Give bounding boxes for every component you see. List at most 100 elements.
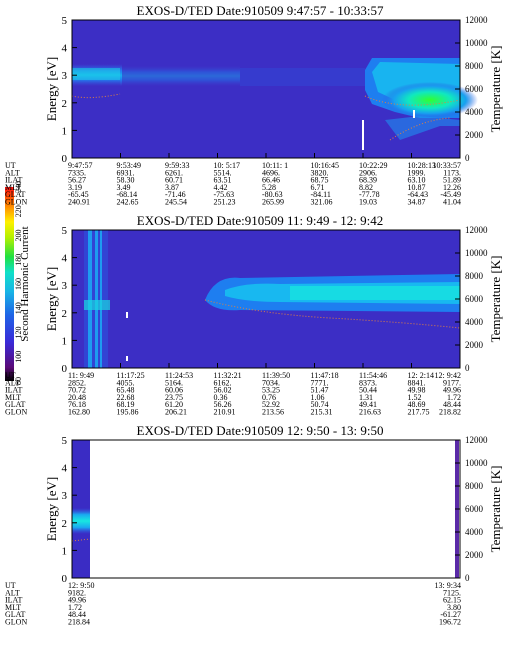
panel-2-row-value: 0.36 xyxy=(214,393,228,402)
panel-3-y2label: Temperature [K] xyxy=(488,466,503,553)
panel-2-row-value: 218.82 xyxy=(439,408,461,417)
panel-1-row-value: 10:33:57 xyxy=(433,161,461,170)
panel-1-row-value: 5.28 xyxy=(262,183,276,192)
panel-2-row-value: 0.76 xyxy=(262,393,276,402)
panel-1-row-value: 3.87 xyxy=(165,183,179,192)
panel-3-row-value: 48.44 xyxy=(68,610,86,619)
panel-2-row-value: 11:54:46 xyxy=(359,371,387,380)
panel-3-row-value: -61.27 xyxy=(440,610,461,619)
panel-2-row-value: 61.20 xyxy=(165,400,183,409)
panel-2-row-value: 4055. xyxy=(117,378,135,387)
panel-3-y2tick-label: 2000 xyxy=(465,550,484,560)
panel-1-row-value: 41.04 xyxy=(443,198,461,207)
panel-1-row-value: 9:53:49 xyxy=(117,161,141,170)
panel-1-row-value: -77.78 xyxy=(359,190,380,199)
panel-2-row-value: 5164. xyxy=(165,378,183,387)
panel-1-row-label: GLAT xyxy=(5,190,26,199)
panel-2-y2tick-label: 0 xyxy=(465,363,470,373)
panel-3-plot-area xyxy=(71,439,461,579)
panel-2-row-label: MLT xyxy=(5,393,21,402)
panel-3-row-value: 1.72 xyxy=(68,603,82,612)
panel-2-title: EXOS-D/TED Date:910509 11: 9:49 - 12: 9:… xyxy=(137,213,384,228)
panel-2-y2tick-label: 4000 xyxy=(465,317,484,327)
panel-3-row-value: 49.96 xyxy=(68,596,86,605)
colorbar-tick-label: 160 xyxy=(14,278,23,290)
panel-1-row-value: 6.71 xyxy=(311,183,325,192)
panel-2-row-label: GLAT xyxy=(5,400,26,409)
panel-2-row-value: 210.91 xyxy=(214,408,236,417)
colorbar-tick-label: 100 xyxy=(14,351,23,363)
panel-1-row-value: 10:11: 1 xyxy=(262,161,288,170)
panel-1-row-value: 51.89 xyxy=(443,176,461,185)
panel-1-y2tick-label: 12000 xyxy=(465,15,488,25)
panel-1-row-value: -71.46 xyxy=(165,190,186,199)
panel-1-ytick-label: 4 xyxy=(62,43,68,55)
colorbar-scale xyxy=(5,187,14,381)
panel-3-title: EXOS-D/TED Date:910509 12: 9:50 - 13: 9:… xyxy=(137,423,384,438)
panel-2-row-value: 50.74 xyxy=(311,400,329,409)
panel-3-row-label: MLT xyxy=(5,603,21,612)
panel-3-row-label: UT xyxy=(5,581,16,590)
panel-3-y2tick-label: 10000 xyxy=(465,458,488,468)
panel-2-row-label: UT xyxy=(5,371,16,380)
panel-1-row-value: 9:47:57 xyxy=(68,161,92,170)
panel-1-plot-area xyxy=(71,19,478,159)
panel-2-row-value: 2852. xyxy=(68,378,86,387)
panel-1-row-value: 7335. xyxy=(68,168,86,177)
panel-1-y2tick-label: 0 xyxy=(465,153,470,163)
panel-2-row-label: ALT xyxy=(5,378,20,387)
panel-2-row-value: 56.26 xyxy=(214,400,232,409)
panel-1-ytick-label: 5 xyxy=(62,15,68,27)
panel-2-row-value: 76.18 xyxy=(68,400,86,409)
panel-2-row-value: 8841. xyxy=(408,378,426,387)
panel-2-row-value: 7771. xyxy=(311,378,329,387)
panel-2-row-value: 6162. xyxy=(214,378,232,387)
panel-3-ytick-label: 4 xyxy=(62,463,68,475)
panel-1-row-value: 8.82 xyxy=(359,183,373,192)
panel-1-ytick-label: 3 xyxy=(62,70,68,82)
panel-1-row-value: 10: 5:17 xyxy=(214,161,240,170)
panel-2-row-value: 53.25 xyxy=(262,386,280,395)
colorbar-tick-label: 220 xyxy=(14,205,23,217)
panel-1-row-value: 3820. xyxy=(311,168,329,177)
panel-3-ytick-label: 1 xyxy=(62,545,68,557)
panel-2-y2label: Temperature [K] xyxy=(488,256,503,343)
panel-3-row-label: ILAT xyxy=(5,596,22,605)
panel-2-row-value: 11:17:25 xyxy=(117,371,145,380)
panel-1-row-value: 2906. xyxy=(359,168,377,177)
panel-3-y2tick-label: 12000 xyxy=(465,435,488,445)
panel-1-row-value: -68.14 xyxy=(117,190,138,199)
panel-2-row-value: 70.72 xyxy=(68,386,86,395)
panel-1-row-value: -45.49 xyxy=(440,190,461,199)
panel-2-row-value: 213.56 xyxy=(262,408,284,417)
panel-1-row-value: 6261. xyxy=(165,168,183,177)
panel-1-row-label: MLT xyxy=(5,183,21,192)
panel-3-y2tick-label: 8000 xyxy=(465,481,484,491)
panel-2-row-value: 7034. xyxy=(262,378,280,387)
panel-2-row-value: 50.44 xyxy=(359,386,377,395)
panel-1-row-value: 10:28:13 xyxy=(408,161,436,170)
panel-3-row-value: 218.84 xyxy=(68,618,90,627)
colorbar-label: Second Harmonic Current xyxy=(19,226,31,341)
panel-1-y2label: Temperature [K] xyxy=(488,46,503,133)
panel-3-row-value: 9182. xyxy=(68,588,86,597)
colorbar: 80 100 120 140 160 180 200 220 240 Second Harmon… xyxy=(5,181,31,385)
panel-2-row-value: 11:47:18 xyxy=(311,371,339,380)
panel-1-row-value: 60.71 xyxy=(165,176,183,185)
panel-2-y2tick-label: 6000 xyxy=(465,294,484,304)
panel-2-row-value: 51.47 xyxy=(311,386,329,395)
panel-1-row-value: 19.03 xyxy=(359,198,377,207)
panel-1-row-value: 6931. xyxy=(117,168,135,177)
panel-2-row-value: 1.06 xyxy=(311,393,325,402)
panel-2-row-value: 217.75 xyxy=(408,408,430,417)
panel-2-row-label: GLON xyxy=(5,408,27,417)
panel-1-row-value: 63.10 xyxy=(408,176,426,185)
colorbar-tick-label: 120 xyxy=(14,327,23,339)
panel-3-row-label: GLON xyxy=(5,618,27,627)
panel-3-y2tick-label: 0 xyxy=(465,573,470,583)
panel-1-row-value: 34.87 xyxy=(408,198,426,207)
panel-2-row-value: 11: 9:49 xyxy=(68,371,94,380)
panel-2-row-value: 49.96 xyxy=(443,386,461,395)
panel-2-row-value: 65.48 xyxy=(117,386,135,395)
